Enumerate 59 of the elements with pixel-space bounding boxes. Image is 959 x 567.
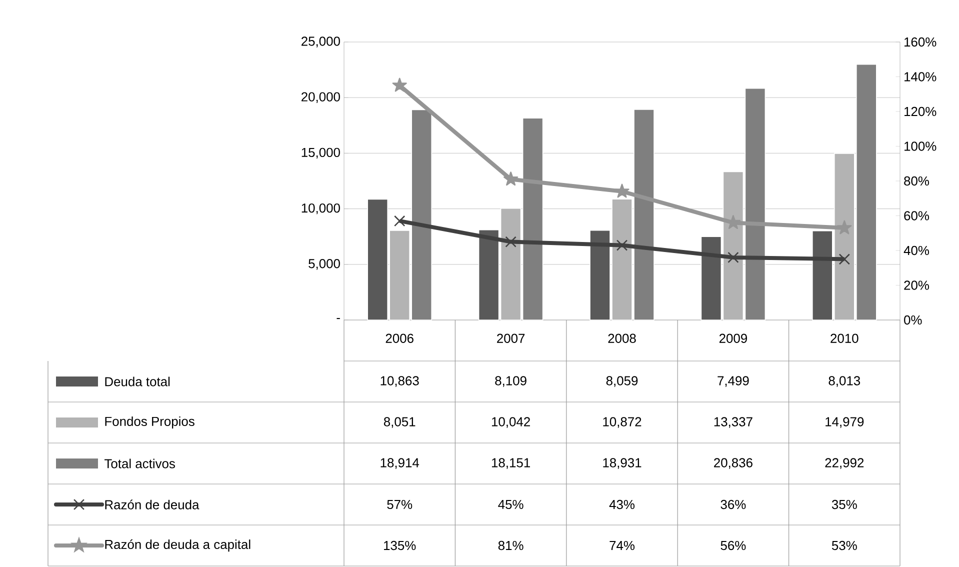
data-label: 10,863 [380,376,419,387]
y-tick-label: 25,000 [302,36,340,48]
data-label: 14,979 [826,417,864,428]
y2-tick-label: 60% [904,211,929,220]
y2-tick-label: 120% [904,106,936,116]
legend-label: Fondos Propios [105,416,194,429]
y-tick-label: 20,000 [302,92,340,103]
y2-tick-label: 100% [904,142,936,151]
point [392,78,407,92]
data-label: 22,992 [825,458,864,469]
data-label: 18,931 [603,458,642,469]
data-label: 36% [720,500,746,510]
data-label: 135% [384,540,416,550]
data-label: 8,059 [606,376,638,387]
data-label: 8,051 [384,417,416,428]
y-tick-label: 10,000 [302,203,340,214]
legend-label: Deuda total [105,376,170,386]
data-label: 8,109 [495,376,526,387]
y-tick-label: - [336,318,340,320]
data-label: 53% [832,540,857,550]
data-label: 43% [609,500,635,510]
x-tick-label: 2008 [608,334,636,343]
data-label: 18,914 [380,458,420,469]
data-label: 8,013 [828,376,860,387]
point [505,236,516,248]
point [616,240,628,251]
y-tick-label: 5,000 [308,259,340,270]
data-label: 45% [498,500,524,510]
y2-tick-label: 40% [904,246,929,256]
data-label: 13,337 [714,417,752,428]
y-tick-label: 15,000 [302,148,340,159]
y2-tick-label: 80% [904,176,929,186]
legend-label: Razón de deuda a capital [105,539,250,552]
data-label: 35% [832,500,857,510]
x-tick-label: 2006 [386,334,414,343]
data-label: 20,836 [714,458,752,469]
x-tick-label: 2010 [830,334,858,343]
data-label: 74% [610,540,635,550]
point [614,184,630,198]
data-label: 7,499 [718,376,749,387]
y2-tick-label: 20% [904,280,929,290]
x-tick-label: 2007 [497,334,525,343]
data-label: 10,042 [492,417,530,428]
data-label: 10,872 [603,417,642,428]
legend-label: Total activos [104,458,175,468]
y2-tick-label: 140% [904,72,936,82]
legend-label: Razón de deuda [105,500,200,510]
data-label: 18,151 [492,458,530,469]
point [728,252,739,264]
point [394,215,406,227]
y2-tick-label: 0% [904,315,922,325]
point [837,220,852,234]
data-label: 57% [387,500,412,510]
y2-tick-label: 160% [904,37,936,47]
point [504,172,518,186]
data-label: 81% [498,540,524,550]
data-label: 56% [720,540,746,550]
x-tick-label: 2009 [719,334,747,343]
point [838,254,850,265]
